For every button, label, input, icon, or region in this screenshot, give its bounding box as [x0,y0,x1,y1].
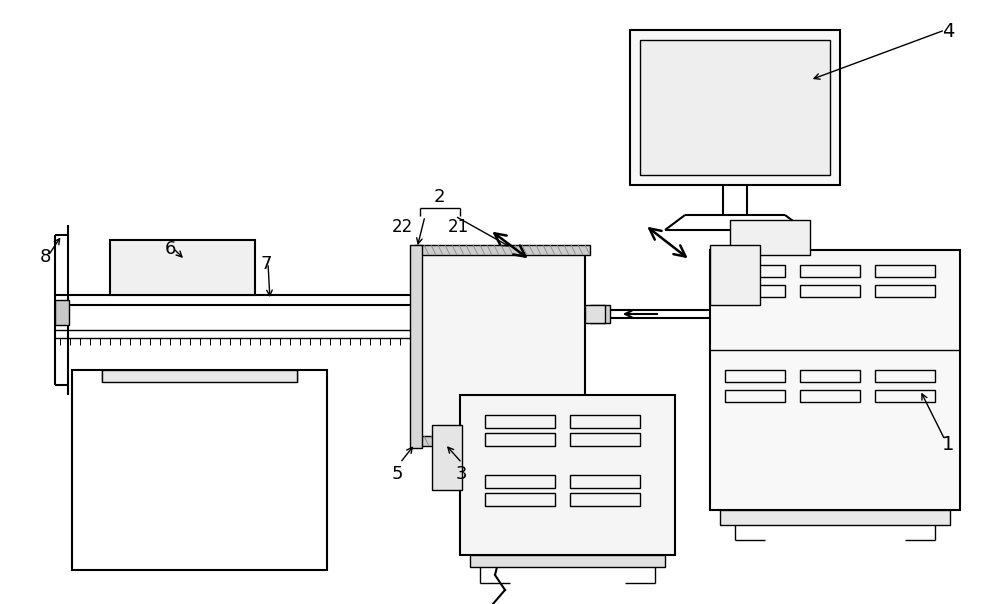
Bar [725,390,785,402]
Bar [720,510,950,525]
Bar [875,370,935,382]
Bar [800,370,860,382]
Bar [485,415,555,428]
Bar [570,433,640,446]
Bar [55,300,69,325]
Bar [585,305,605,323]
Bar [640,40,830,175]
Text: 7: 7 [260,255,272,273]
Bar [460,395,675,555]
Bar [432,425,462,490]
Bar [875,390,935,402]
Bar [730,220,810,255]
Bar [800,390,860,402]
Bar [875,285,935,297]
Text: 22: 22 [392,218,413,236]
Bar [420,253,585,438]
Text: 4: 4 [942,22,954,41]
Bar [800,265,860,277]
Bar [485,433,555,446]
Bar [710,250,960,510]
Bar [485,475,555,488]
Bar [415,436,590,446]
Text: 2: 2 [434,188,446,206]
Bar [570,493,640,506]
Text: 6: 6 [165,240,176,258]
Bar [72,370,327,570]
Bar [102,370,297,382]
Text: 5: 5 [392,465,404,483]
Bar [470,555,665,567]
Bar [110,240,255,295]
Text: 1: 1 [942,435,954,454]
Bar [725,370,785,382]
Bar [410,245,422,448]
Bar [725,265,785,277]
Bar [725,285,785,297]
Bar [570,415,640,428]
Bar [630,30,840,185]
Bar [710,245,760,305]
Bar [570,475,640,488]
Bar [415,245,590,255]
Bar [485,493,555,506]
Text: 3: 3 [456,465,468,483]
Bar [800,285,860,297]
Text: 8: 8 [40,248,51,266]
Text: 21: 21 [448,218,469,236]
Bar [875,265,935,277]
Bar [590,305,610,323]
